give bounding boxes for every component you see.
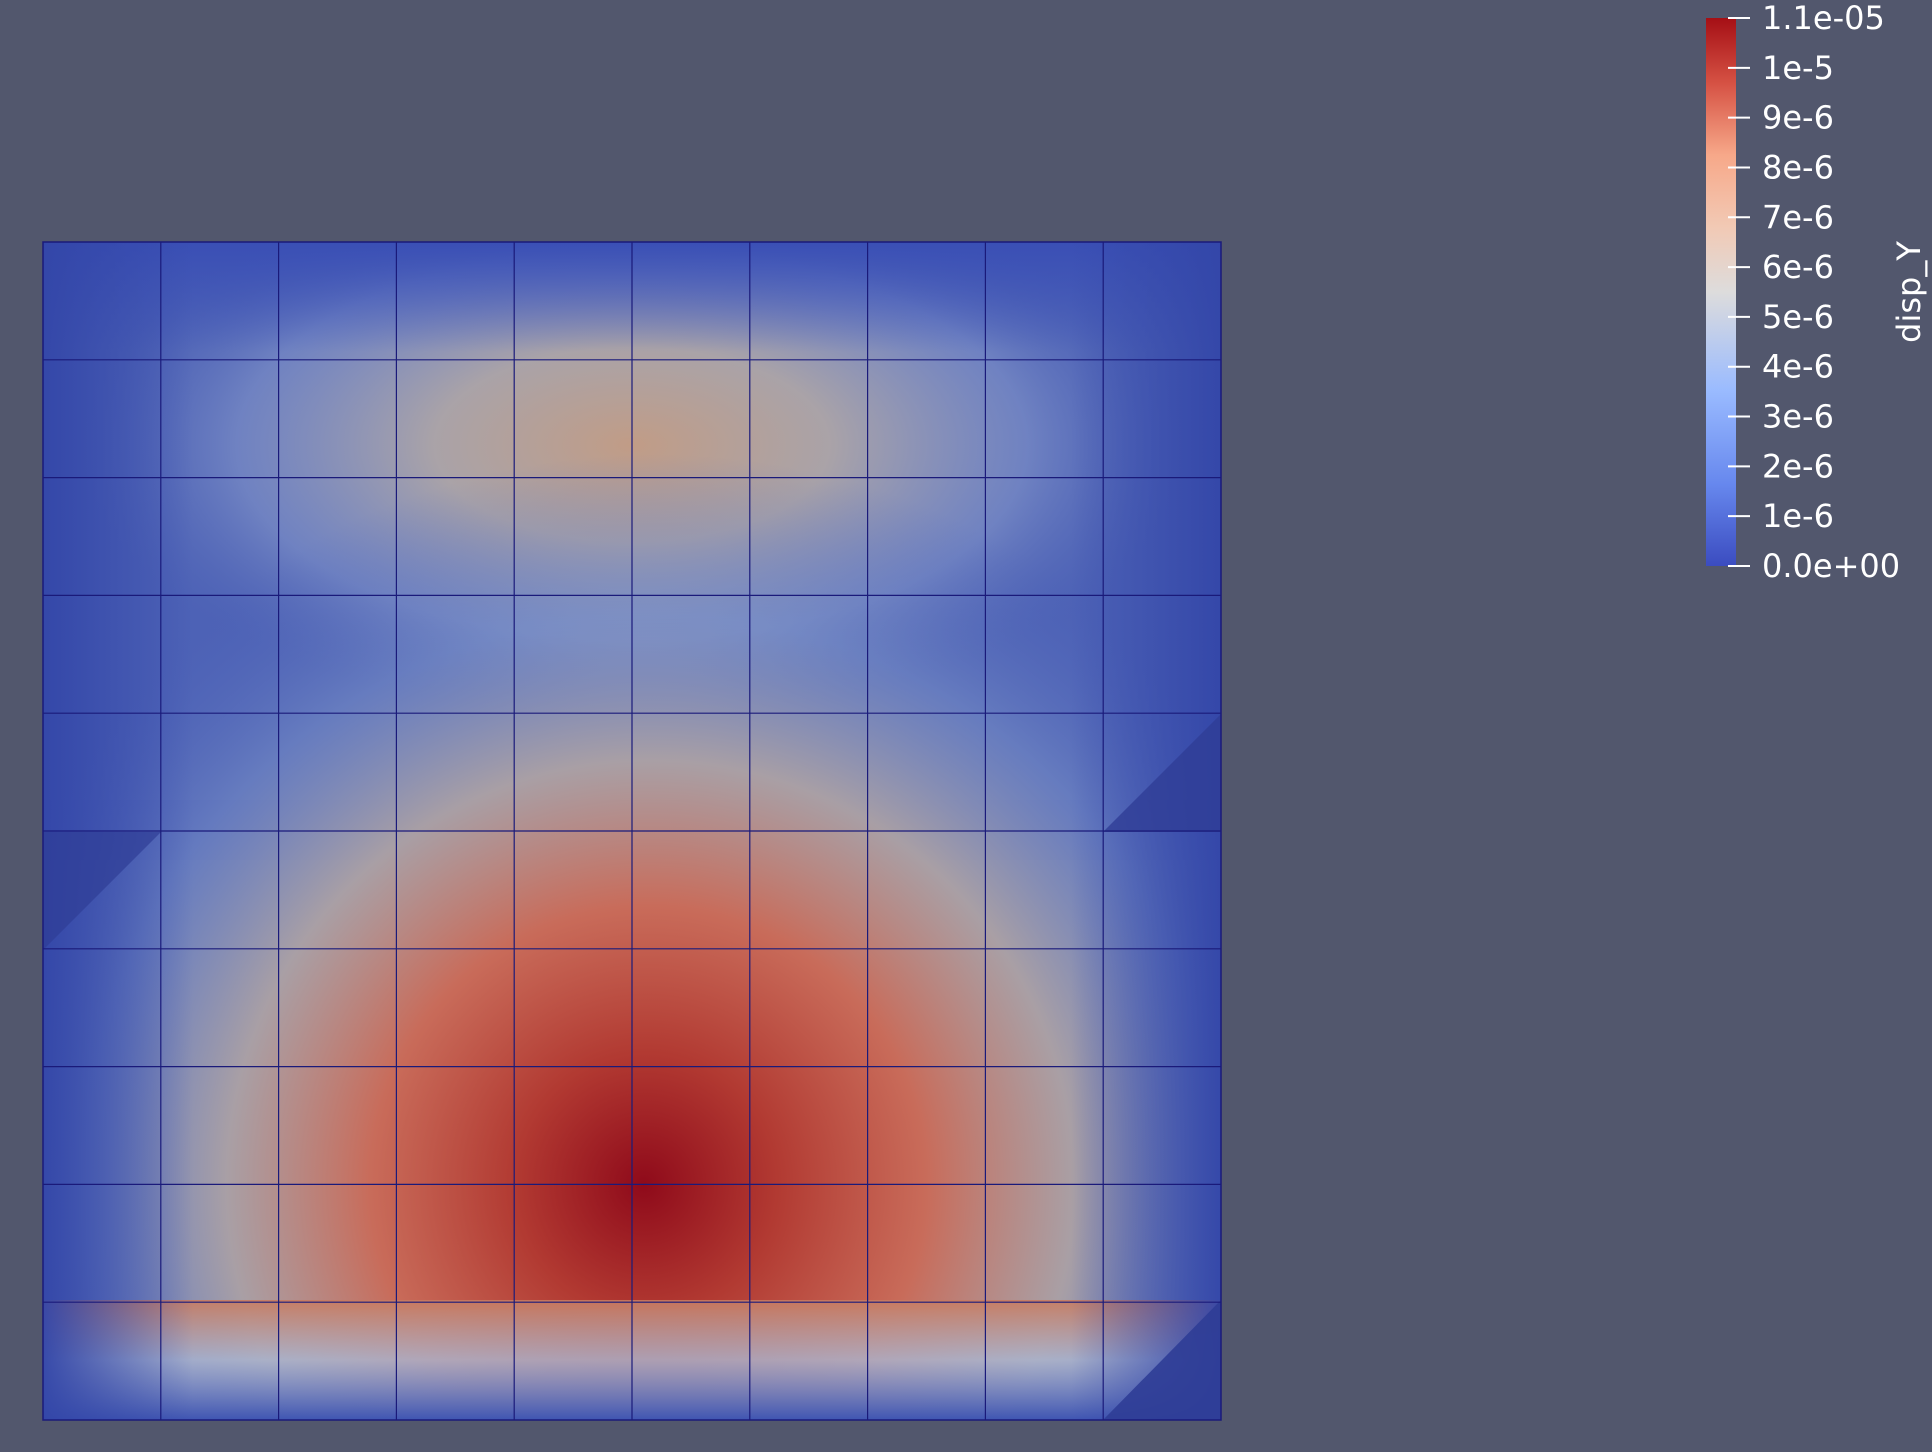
color-legend-tick-label: 0.0e+00 [1762,547,1900,585]
field-corner-dark [43,832,161,950]
field-corner-dark [1103,1300,1221,1420]
color-legend-ticks: 1.1e-05 1e-5 9e-6 8e-6 7e-6 6e-6 5e-6 4e-6 3e-6 2… [1728,0,1900,585]
mesh-outline [42,241,1222,1421]
color-legend-tick-label: 6e-6 [1762,248,1834,286]
mesh-grid-lines [43,242,1221,1420]
color-legend-tick-label: 9e-6 [1762,99,1834,137]
color-legend-title: disp_Y [1890,241,1928,343]
color-legend-tick-label: 1e-5 [1762,49,1834,87]
color-legend-tick-label: 1e-6 [1762,497,1834,535]
color-legend: 1.1e-05 1e-5 9e-6 8e-6 7e-6 6e-6 5e-6 4e-6 3e-6 2… [1706,0,1928,585]
mesh-plot[interactable] [42,241,1222,1421]
color-legend-tick-label: 4e-6 [1762,348,1834,386]
color-legend-bar [1706,18,1736,566]
color-legend-tick-label: 7e-6 [1762,198,1834,236]
color-legend-tick-label: 3e-6 [1762,398,1834,436]
color-legend-tick-label: 5e-6 [1762,298,1834,336]
color-legend-tick-label: 2e-6 [1762,447,1834,485]
color-legend-tick-label: 8e-6 [1762,148,1834,186]
color-legend-tick-label: 1.1e-05 [1762,0,1885,37]
field-corner-dark [1103,714,1221,832]
